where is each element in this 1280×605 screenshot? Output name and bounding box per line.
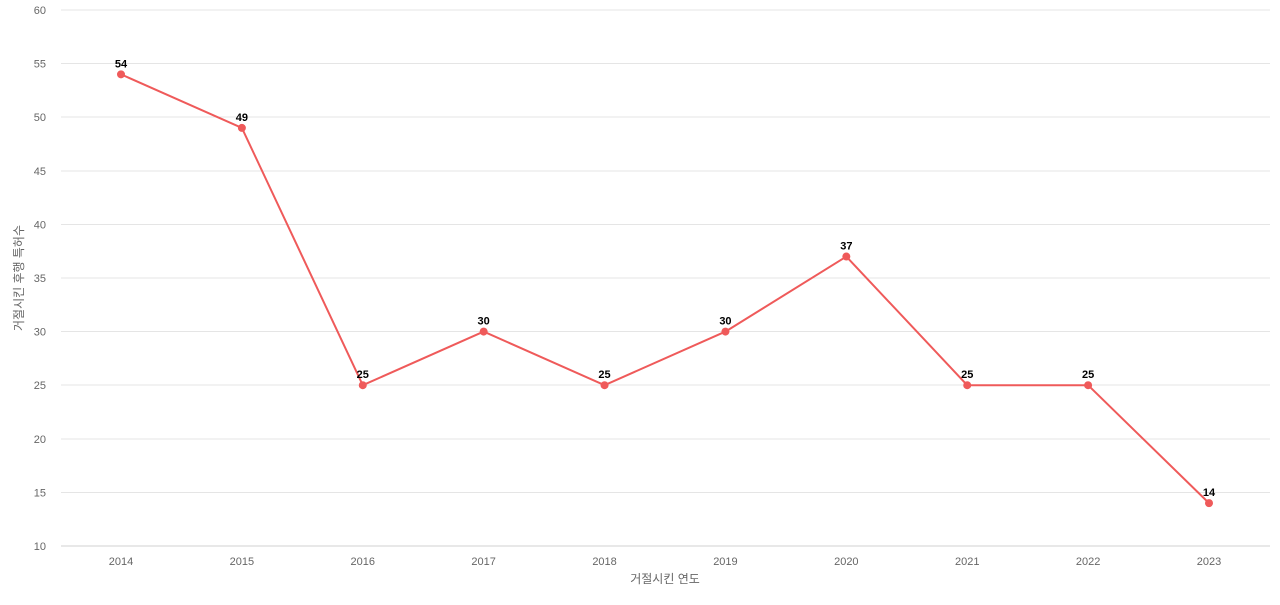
y-tick-label: 10: [34, 541, 46, 553]
x-tick-label: 2023: [1197, 556, 1221, 568]
data-point[interactable]: [1084, 381, 1093, 390]
x-axis-title: 거절시킨 연도: [630, 572, 700, 586]
data-point[interactable]: [600, 381, 609, 390]
y-tick-label: 15: [34, 487, 46, 499]
data-point[interactable]: [479, 327, 488, 336]
y-tick-label: 60: [34, 5, 46, 17]
y-axis-title: 거절시킨 후행 특허수: [11, 225, 26, 331]
x-tick-label: 2022: [1076, 556, 1100, 568]
y-axis-ticks: 10 15 20 25 30 35 40 45 50 55 60: [34, 5, 46, 553]
y-tick-label: 35: [34, 273, 46, 285]
data-labels: 54 49 25 30 25 30 37 25 25 14: [115, 58, 1216, 499]
data-point[interactable]: [117, 70, 125, 79]
data-point[interactable]: [358, 381, 367, 390]
y-tick-label: 40: [34, 219, 46, 231]
data-label: 25: [357, 369, 369, 381]
data-point[interactable]: [237, 123, 246, 132]
gridlines: [61, 9, 1270, 547]
y-tick-label: 20: [34, 434, 46, 446]
data-label: 54: [115, 58, 128, 70]
y-tick-label: 45: [34, 166, 46, 178]
y-tick-label: 50: [34, 112, 46, 124]
data-point[interactable]: [963, 381, 972, 390]
y-tick-label: 30: [34, 327, 46, 339]
y-tick-label: 25: [34, 380, 46, 392]
data-label: 49: [236, 112, 248, 124]
x-tick-label: 2015: [230, 556, 254, 568]
data-label: 14: [1203, 487, 1216, 499]
x-tick-label: 2016: [351, 556, 375, 568]
x-tick-label: 2021: [955, 556, 979, 568]
x-tick-label: 2014: [109, 556, 133, 568]
x-tick-label: 2020: [834, 556, 858, 568]
data-point[interactable]: [1205, 499, 1213, 508]
data-label: 30: [719, 316, 731, 328]
x-tick-label: 2017: [471, 556, 495, 568]
data-label: 25: [598, 369, 610, 381]
data-label: 25: [961, 369, 973, 381]
data-label: 30: [478, 316, 490, 328]
x-tick-label: 2019: [713, 556, 737, 568]
series-line-group: [117, 70, 1213, 508]
data-point[interactable]: [842, 252, 851, 261]
data-label: 37: [840, 241, 852, 253]
x-axis-ticks: 2014 2015 2016 2017 2018 2019 2020 2021 2022 2023: [109, 556, 1221, 568]
x-tick-label: 2018: [592, 556, 616, 568]
series-line: [120, 73, 1210, 504]
data-label: 25: [1082, 369, 1094, 381]
y-tick-label: 55: [34, 59, 46, 71]
data-point[interactable]: [721, 327, 730, 336]
